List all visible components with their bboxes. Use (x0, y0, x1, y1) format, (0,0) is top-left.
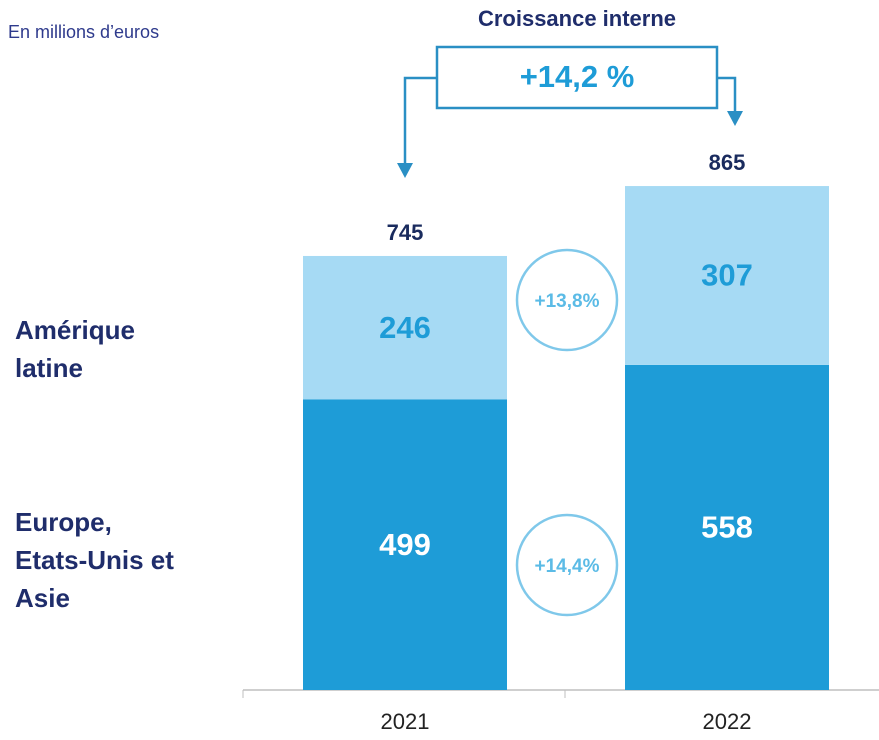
value-label: 307 (701, 258, 753, 293)
value-label: 499 (379, 527, 431, 562)
value-label: 558 (701, 510, 753, 545)
growth-title: Croissance interne (478, 6, 676, 31)
total-label: 745 (387, 220, 424, 245)
arrow-head (397, 163, 413, 178)
x-tick-label: 2022 (703, 709, 752, 734)
arrow-line (717, 76, 737, 113)
growth-label: +13,8% (535, 291, 600, 312)
arrow-line (403, 76, 437, 165)
bar-segment (303, 399, 507, 690)
bar-segment (625, 364, 829, 690)
subtitle: En millions d’euros (8, 22, 159, 42)
bar-segment (625, 186, 829, 365)
growth-box (435, 45, 719, 110)
growth-circle (515, 513, 619, 617)
series-label: Amérique latine (15, 315, 135, 383)
total-label: 865 (709, 150, 746, 175)
series-label: Europe, Etats-Unis et Asie (15, 507, 174, 613)
x-tick-label: 2021 (381, 709, 430, 734)
arrow-head (727, 111, 743, 126)
growth-value: +14,2 % (520, 59, 635, 94)
growth-label: +14,4% (535, 556, 600, 577)
bar-segment (303, 255, 507, 400)
growth-circle (515, 248, 619, 352)
value-label: 246 (379, 310, 431, 345)
